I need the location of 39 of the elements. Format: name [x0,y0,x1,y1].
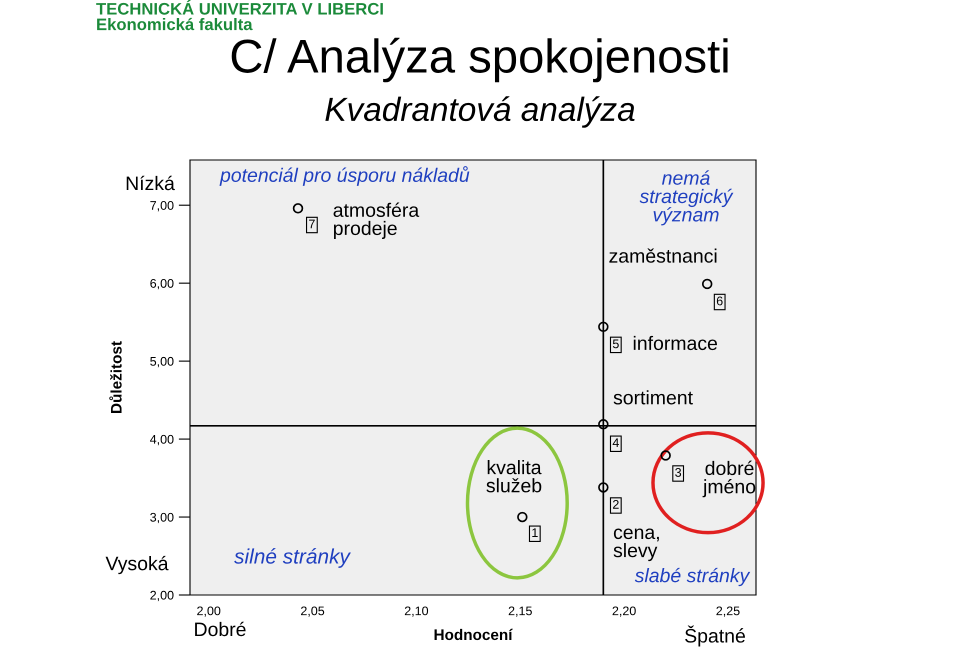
x-tick-label: 2,10 [404,606,428,617]
text: Nízká [126,176,175,190]
annotation: 2 [612,500,619,509]
annotation: dobré jméno [702,460,756,498]
chart-title: C/ Analýza spokojenosti [232,38,728,82]
chart-subtitle: Kvadrantová analýza [325,96,635,128]
annotation: 1 [532,528,538,537]
text: Vysoká [106,556,169,574]
annotation: informace [634,336,718,350]
x-tick-label: 2,00 [197,606,220,617]
y-tick-label: 6,00 [150,278,174,290]
annotation: 4 [612,438,619,447]
text: Špatné [685,625,745,647]
x-tick-label: 2,25 [716,606,740,617]
annotation: 3 [675,468,682,477]
x-axis-title: Hodnocení [434,628,513,640]
x-tick-label: 2,20 [612,606,636,617]
annotation: 7 [309,220,315,228]
annotation: sortiment [614,390,693,404]
y-tick-label: 3,00 [150,512,174,524]
y-tick-label: 5,00 [150,356,174,368]
y-axis-title: Důležitost [109,341,122,413]
annotation: 5 [612,340,619,348]
annotation: slabé stránky [634,568,750,586]
text: Dobré [195,622,246,636]
text: TECHNICKÁ UNIVERZITA V LIBERCI Ekonomická fakulta [96,0,383,30]
y-tick-label: 4,00 [150,434,174,446]
annotation: potenciál pro úsporu nákladů [220,166,470,186]
annotation: cena, slevy [614,528,659,562]
annotation: atmosféra prodeje [334,202,420,239]
x-tick-label: 2,05 [301,606,324,617]
y-tick-label: 7,00 [150,201,174,212]
x-tick-label: 2,15 [508,606,532,617]
y-tick-label: 2,00 [150,590,174,602]
annotation: nemá strategický význam [640,170,734,226]
annotation: 6 [716,296,723,306]
annotation: zaměstnanci [609,248,716,263]
annotation: kvalita služeb [486,460,542,492]
annotation: silné stránky [234,548,351,568]
